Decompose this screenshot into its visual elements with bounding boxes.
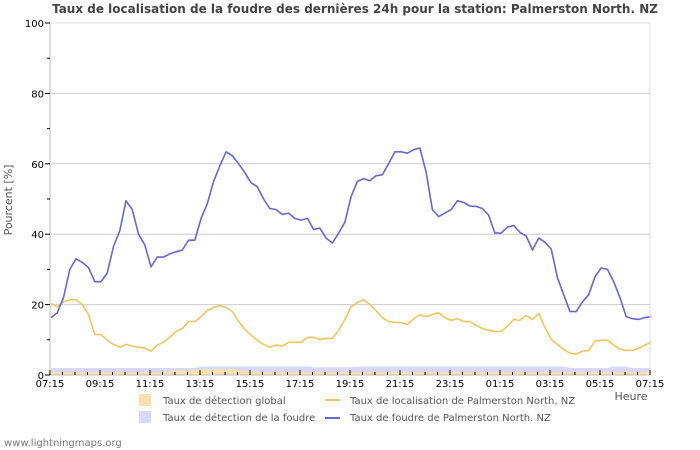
y-tick-label: 80 — [31, 89, 44, 100]
x-axis-title: Heure — [614, 390, 647, 403]
y-axis-ticks: 0 20 40 60 80 100 — [25, 19, 50, 382]
area-series — [51, 369, 652, 375]
legend: Taux de détection global Taux de détecti… — [139, 394, 575, 424]
y-tick-label: 20 — [31, 301, 44, 312]
x-tick-label: 19:15 — [336, 379, 365, 390]
x-tick-label: 13:15 — [186, 379, 215, 390]
x-tick-label: 03:15 — [536, 379, 565, 390]
x-tick-label: 09:15 — [86, 379, 115, 390]
x-tick-label: 23:15 — [436, 379, 465, 390]
chart-title: Taux de localisation de la foudre des de… — [52, 2, 658, 16]
x-tick-label: 01:15 — [486, 379, 515, 390]
x-tick-label: 11:15 — [136, 379, 165, 390]
y-tick-label: 0 — [38, 371, 44, 382]
x-tick-label: 21:15 — [386, 379, 415, 390]
site-credit: www.lightningmaps.org — [4, 438, 122, 449]
y-tick-label: 40 — [31, 230, 44, 241]
x-tick-label: 07:15 — [36, 379, 65, 390]
legend-label-global-detection: Taux de détection global — [162, 395, 286, 407]
y-axis-title: Pourcent [%] — [2, 165, 15, 236]
legend-label-lightning-rate: Taux de foudre de Palmerston North. NZ — [349, 413, 551, 424]
detection-areas — [51, 366, 652, 375]
legend-label-localisation: Taux de localisation de Palmerston North… — [349, 396, 575, 407]
line-series — [50, 298, 652, 356]
legend-swatch-lightning-detection — [139, 411, 151, 423]
data-lines — [50, 147, 652, 356]
y-tick-label: 100 — [25, 19, 44, 30]
x-tick-label: 05:15 — [586, 379, 615, 390]
legend-swatch-global-detection — [139, 394, 151, 406]
x-tick-label: 07:15 — [636, 379, 665, 390]
x-tick-label: 17:15 — [286, 379, 315, 390]
line-series — [50, 147, 652, 321]
x-axis-ticks: 07:15 09:15 11:15 13:15 15:15 17:15 19:15 21:15… — [36, 370, 665, 390]
legend-label-lightning-detection: Taux de détection de la foudre — [162, 412, 315, 424]
y-tick-label: 60 — [31, 160, 44, 171]
gridlines — [50, 92, 650, 306]
x-tick-label: 15:15 — [236, 379, 265, 390]
